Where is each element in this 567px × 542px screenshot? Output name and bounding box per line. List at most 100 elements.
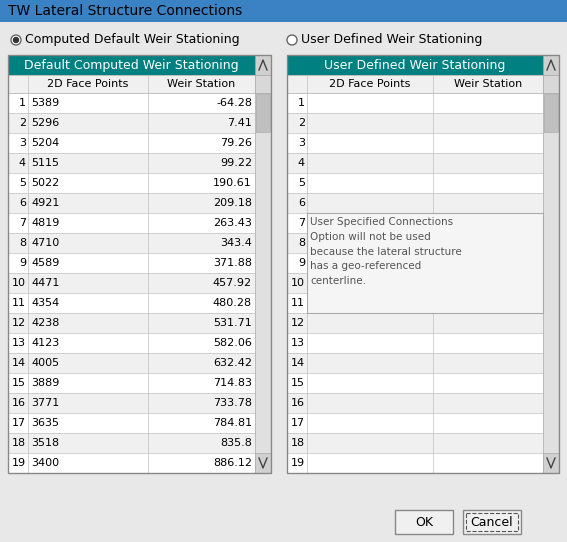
Text: 7.41: 7.41 xyxy=(227,118,252,128)
Text: 17: 17 xyxy=(12,418,26,428)
Text: 19: 19 xyxy=(12,458,26,468)
Text: Weir Station: Weir Station xyxy=(454,79,522,89)
Text: 1: 1 xyxy=(19,98,26,108)
Text: Weir Station: Weir Station xyxy=(167,79,236,89)
Text: 5115: 5115 xyxy=(31,158,59,168)
FancyBboxPatch shape xyxy=(8,75,255,93)
Text: 2D Face Points: 2D Face Points xyxy=(47,79,129,89)
FancyBboxPatch shape xyxy=(0,0,567,22)
Text: 1: 1 xyxy=(298,98,305,108)
FancyBboxPatch shape xyxy=(395,510,453,534)
Text: 19: 19 xyxy=(291,458,305,468)
Text: 8: 8 xyxy=(298,238,305,248)
FancyBboxPatch shape xyxy=(287,273,543,293)
FancyBboxPatch shape xyxy=(287,213,543,233)
FancyBboxPatch shape xyxy=(287,413,543,433)
Text: 190.61: 190.61 xyxy=(213,178,252,188)
FancyBboxPatch shape xyxy=(287,293,543,313)
FancyBboxPatch shape xyxy=(287,173,543,193)
FancyBboxPatch shape xyxy=(8,413,255,433)
Text: 18: 18 xyxy=(291,438,305,448)
Text: 14: 14 xyxy=(291,358,305,368)
Text: 5022: 5022 xyxy=(31,178,59,188)
Text: 714.83: 714.83 xyxy=(213,378,252,388)
Text: 457.92: 457.92 xyxy=(213,278,252,288)
Text: 3: 3 xyxy=(298,138,305,148)
Text: 3771: 3771 xyxy=(31,398,59,408)
Text: 582.06: 582.06 xyxy=(213,338,252,348)
FancyBboxPatch shape xyxy=(287,433,543,453)
Circle shape xyxy=(14,37,19,42)
Circle shape xyxy=(287,35,297,45)
FancyBboxPatch shape xyxy=(8,273,255,293)
FancyBboxPatch shape xyxy=(463,510,521,534)
FancyBboxPatch shape xyxy=(543,93,559,473)
Text: 784.81: 784.81 xyxy=(213,418,252,428)
Text: 3400: 3400 xyxy=(31,458,59,468)
Text: 4819: 4819 xyxy=(31,218,60,228)
Text: 343.4: 343.4 xyxy=(220,238,252,248)
Text: 4354: 4354 xyxy=(31,298,59,308)
Text: 733.78: 733.78 xyxy=(213,398,252,408)
FancyBboxPatch shape xyxy=(287,193,543,213)
FancyBboxPatch shape xyxy=(287,373,543,393)
FancyBboxPatch shape xyxy=(8,173,255,193)
FancyBboxPatch shape xyxy=(8,373,255,393)
FancyBboxPatch shape xyxy=(287,393,543,413)
FancyBboxPatch shape xyxy=(8,93,255,113)
Text: 2: 2 xyxy=(298,118,305,128)
FancyBboxPatch shape xyxy=(8,393,255,413)
Text: OK: OK xyxy=(415,515,433,528)
Text: 15: 15 xyxy=(12,378,26,388)
Text: 17: 17 xyxy=(291,418,305,428)
Text: 8: 8 xyxy=(19,238,26,248)
Text: 79.26: 79.26 xyxy=(220,138,252,148)
Text: 2: 2 xyxy=(19,118,26,128)
Text: 3: 3 xyxy=(19,138,26,148)
FancyBboxPatch shape xyxy=(8,333,255,353)
Text: 4: 4 xyxy=(19,158,26,168)
FancyBboxPatch shape xyxy=(287,153,543,173)
Text: 10: 10 xyxy=(291,278,305,288)
Text: 15: 15 xyxy=(291,378,305,388)
FancyBboxPatch shape xyxy=(8,353,255,373)
Text: 11: 11 xyxy=(12,298,26,308)
Text: 6: 6 xyxy=(298,198,305,208)
Text: 4710: 4710 xyxy=(31,238,59,248)
FancyBboxPatch shape xyxy=(287,55,559,75)
Text: 3518: 3518 xyxy=(31,438,59,448)
Text: 480.28: 480.28 xyxy=(213,298,252,308)
Text: 4123: 4123 xyxy=(31,338,59,348)
FancyBboxPatch shape xyxy=(287,233,543,253)
Text: User Defined Weir Stationing: User Defined Weir Stationing xyxy=(324,59,506,72)
Text: 4238: 4238 xyxy=(31,318,60,328)
Text: 7: 7 xyxy=(298,218,305,228)
Text: -64.28: -64.28 xyxy=(216,98,252,108)
FancyBboxPatch shape xyxy=(287,93,543,113)
Text: 5389: 5389 xyxy=(31,98,59,108)
Text: 99.22: 99.22 xyxy=(220,158,252,168)
Text: 4471: 4471 xyxy=(31,278,60,288)
Text: 2D Face Points: 2D Face Points xyxy=(329,79,411,89)
FancyBboxPatch shape xyxy=(8,253,255,273)
FancyBboxPatch shape xyxy=(287,253,543,273)
FancyBboxPatch shape xyxy=(255,75,271,93)
Text: 18: 18 xyxy=(12,438,26,448)
FancyBboxPatch shape xyxy=(8,153,255,173)
FancyBboxPatch shape xyxy=(543,55,559,75)
Text: 10: 10 xyxy=(12,278,26,288)
FancyBboxPatch shape xyxy=(8,193,255,213)
Text: 5: 5 xyxy=(19,178,26,188)
Text: 13: 13 xyxy=(12,338,26,348)
FancyBboxPatch shape xyxy=(8,233,255,253)
FancyBboxPatch shape xyxy=(287,313,543,333)
FancyBboxPatch shape xyxy=(255,55,271,75)
Text: 5: 5 xyxy=(298,178,305,188)
Text: 632.42: 632.42 xyxy=(213,358,252,368)
Text: 14: 14 xyxy=(12,358,26,368)
Text: 7: 7 xyxy=(19,218,26,228)
FancyBboxPatch shape xyxy=(8,453,255,473)
Text: Default Computed Weir Stationing: Default Computed Weir Stationing xyxy=(24,59,239,72)
Text: 5296: 5296 xyxy=(31,118,59,128)
Text: 6: 6 xyxy=(19,198,26,208)
